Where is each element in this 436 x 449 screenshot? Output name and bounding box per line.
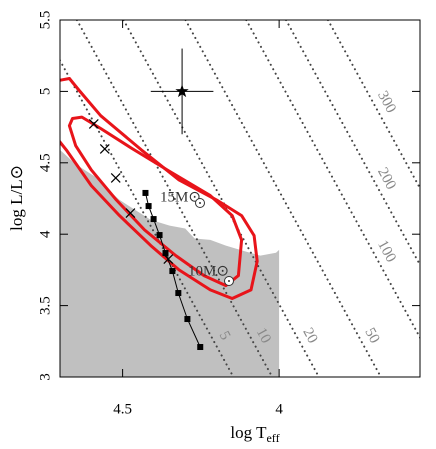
radius-line (60, 58, 235, 377)
square-marker (150, 216, 157, 223)
y-tick-label: 5 (37, 88, 53, 96)
square-marker (169, 268, 176, 275)
y-tick-label: 3.5 (37, 296, 53, 315)
x-tick-label: 4 (275, 401, 283, 417)
x-axis-label: log Teff (230, 423, 279, 445)
y-tick-label: 5.5 (37, 11, 53, 30)
mass-label: 15M⊙ (160, 189, 201, 205)
radius-line (184, 20, 382, 377)
cross-marker (110, 173, 121, 183)
mass-point-dot (199, 202, 201, 204)
x-axis-label-main: log T (230, 423, 267, 442)
y-axis-label: log L/L⊙ (7, 165, 26, 231)
square-marker (142, 189, 149, 196)
y-tick-label: 4 (37, 230, 53, 238)
confidence-contour (60, 77, 259, 300)
radius-label: 20 (299, 325, 320, 346)
radius-label: 10 (253, 325, 274, 346)
radius-line (285, 20, 420, 267)
y-tick-label: 3 (37, 373, 53, 381)
cross-marker (125, 208, 136, 218)
plot-area (60, 20, 420, 377)
square-marker (162, 250, 169, 257)
radius-label: 300 (374, 88, 399, 115)
plot-frame (59, 19, 421, 378)
radius-line (122, 20, 320, 377)
square-marker (145, 203, 152, 210)
mass-point-dot (228, 280, 230, 282)
square-marker (197, 344, 204, 351)
square-marker (175, 290, 182, 297)
x-tick-label: 4.5 (113, 401, 132, 417)
y-tick-label: 4.5 (37, 153, 53, 172)
cross-marker (99, 144, 110, 154)
x-axis-label-sub: eff (266, 431, 279, 445)
cross-marker (88, 119, 99, 129)
radius-line (245, 20, 420, 340)
radius-label: 50 (361, 325, 382, 346)
radius-label: 200 (374, 165, 399, 192)
radius-line (75, 20, 274, 377)
square-marker (184, 316, 191, 323)
star-marker (175, 84, 189, 98)
mass-label: 10M⊙ (188, 263, 229, 279)
cross-marker (163, 254, 174, 264)
square-marker (156, 232, 163, 239)
